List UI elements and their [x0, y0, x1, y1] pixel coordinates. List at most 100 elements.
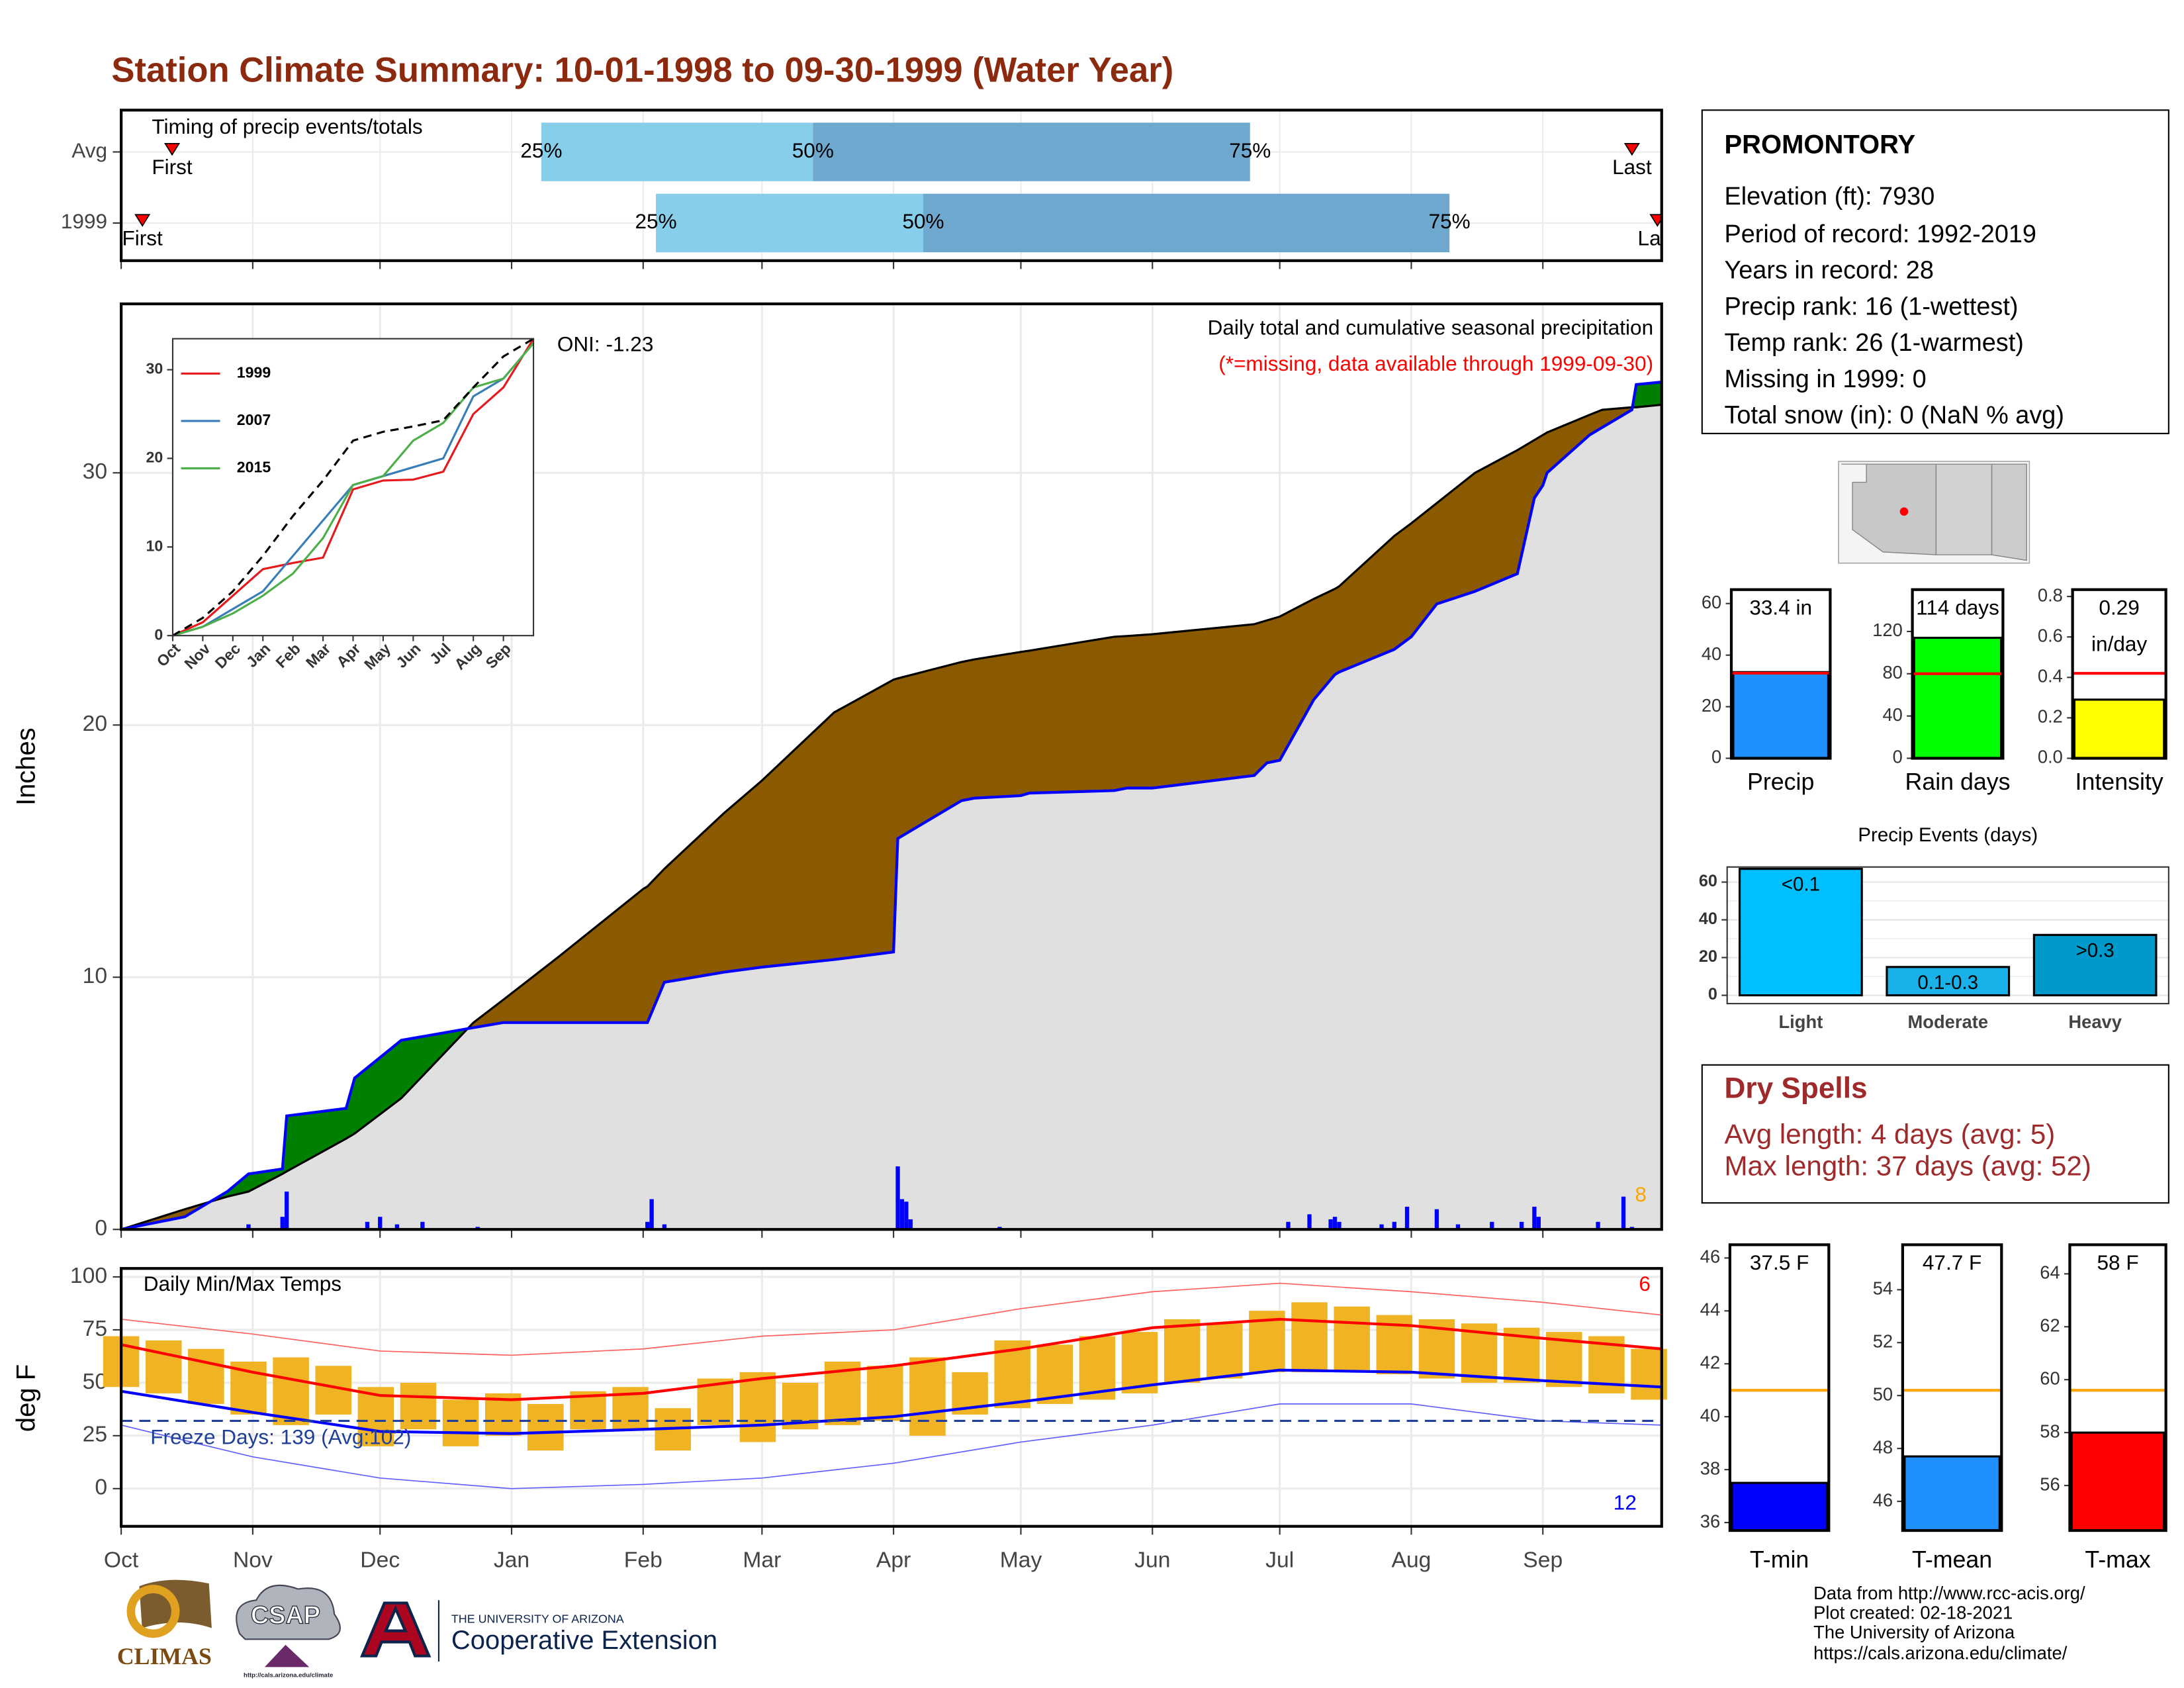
y-tick-label: 38 [1700, 1458, 1720, 1478]
value-label: 47.7 F [1923, 1250, 1981, 1274]
y-tick-label: 0 [95, 1476, 107, 1500]
x-tick-label: Mar [743, 1548, 781, 1572]
station-line: Elevation (ft): 7930 [1724, 183, 1934, 211]
daily-bar [1392, 1221, 1396, 1230]
y-tick-label: 0.8 [2038, 585, 2063, 605]
frame [1729, 588, 1832, 760]
y-tick-label: 0.2 [2038, 706, 2063, 727]
temp-range-bar [1036, 1344, 1073, 1404]
logo-shape [236, 1584, 341, 1640]
value-label: 114 days [1916, 596, 1999, 620]
bin-label: 0.1-0.3 [1917, 972, 1978, 994]
event-marker [134, 214, 151, 227]
y-tick-label: 44 [1700, 1299, 1720, 1320]
temp-range-bar [442, 1399, 479, 1446]
temp-range-bar [527, 1403, 564, 1451]
temp-range-bar [273, 1357, 309, 1425]
record-line [120, 1403, 1662, 1489]
y-tick-label: 60 [2040, 1368, 2060, 1388]
y-tick-label: 60 [1702, 592, 1721, 612]
annotation: ONI: -1.23 [557, 332, 654, 356]
y-tick-label: 54 [1873, 1278, 1893, 1299]
temp-range-bar [188, 1348, 224, 1404]
annotation: Freeze Days: 139 (Avg:102) [150, 1425, 411, 1448]
daily-bar [1379, 1224, 1384, 1230]
panel-title: Daily Min/Max Temps [144, 1272, 341, 1295]
y-tick-label: 0 [95, 1216, 107, 1241]
daily-bar [1286, 1221, 1291, 1230]
daily-bar [285, 1192, 289, 1230]
station-name: PROMONTORY [1724, 130, 1915, 160]
station-line: Period of record: 1992-2019 [1724, 220, 2036, 248]
annotation: Daily total and cumulative seasonal prec… [1208, 315, 1654, 339]
y-tick-label: 42 [1700, 1352, 1720, 1372]
y-tick-label: 100 [70, 1264, 107, 1288]
daily-bar [1490, 1221, 1494, 1230]
x-tick-label: Jan [494, 1548, 529, 1572]
legend-label: 2007 [237, 411, 271, 428]
y-tick-label: 10 [83, 964, 107, 988]
frame [1901, 1243, 2003, 1532]
y-tick-label: 48 [1873, 1436, 1893, 1457]
station-line: Years in record: 28 [1724, 257, 1933, 285]
y-tick-label: 75 [83, 1317, 107, 1341]
logo-text: Cooperative Extension [451, 1626, 717, 1655]
y-tick-label: 60 [1699, 872, 1717, 890]
credit-line: https://cals.arizona.edu/climate/ [1813, 1643, 2068, 1664]
csap-logo: CSAP http://cals.arizona.edu/climate [236, 1584, 341, 1679]
daily-bar [280, 1217, 285, 1230]
map-state [1991, 463, 2027, 561]
daily-bar [1520, 1221, 1524, 1230]
frame [1911, 588, 2005, 760]
frame [1728, 1243, 1831, 1532]
record-line [121, 1282, 1662, 1356]
x-tick-label: Aug [1391, 1548, 1431, 1572]
daily-bar [1307, 1214, 1312, 1230]
y-tick-label: 10 [146, 537, 163, 554]
daily-bar [1434, 1209, 1439, 1230]
inset-line [172, 338, 534, 637]
inset-frame [171, 338, 535, 637]
station-line: Missing in 1999: 0 [1724, 365, 1926, 393]
credit-line: The University of Arizona [1813, 1622, 2015, 1642]
temp-range-bar [400, 1382, 437, 1430]
temp-range-bar [909, 1357, 946, 1436]
y-tick-label: 52 [1873, 1331, 1893, 1352]
category-label: Intensity [2075, 769, 2163, 795]
station-line: Precip rank: 16 (1-wettest) [1724, 293, 2018, 320]
dry-spells-box [1701, 1064, 2169, 1204]
ua-logo: THE UNIVERSITY OF ARIZONA Cooperative Ex… [360, 1600, 717, 1662]
y-tick-label: 0 [1708, 985, 1717, 1004]
daily-bar [1404, 1206, 1410, 1230]
marker-label: First [122, 226, 163, 250]
quartile-bar [923, 193, 1450, 253]
daily-bar [649, 1199, 654, 1230]
station-dot [1899, 507, 1909, 516]
marker-label: 25% [635, 209, 676, 233]
season-line [120, 381, 1662, 1231]
daily-bar [246, 1224, 251, 1230]
y-axis-label: deg F [12, 1364, 41, 1432]
bar [1886, 966, 2011, 997]
y-tick-label: 36 [1700, 1511, 1720, 1531]
frame [2068, 1243, 2167, 1532]
daily-bar [899, 1199, 905, 1230]
y-tick-label: 50 [1873, 1383, 1893, 1404]
category-label: Heavy [2068, 1011, 2122, 1032]
y-tick-label: 0.0 [2038, 747, 2063, 767]
bar [1913, 636, 2003, 760]
event-marker [1623, 143, 1640, 156]
temp-range-bar [145, 1340, 182, 1393]
temp-range-bar [1334, 1306, 1370, 1370]
marker-label: First [152, 155, 193, 179]
dry-spells-line: Max length: 37 days (avg: 52) [1724, 1150, 2091, 1182]
legend-label: 2015 [237, 459, 271, 476]
bar [1731, 1481, 1828, 1532]
logo-text: CLIMAS [117, 1643, 212, 1669]
bin-label: <0.1 [1782, 874, 1820, 896]
x-tick-label: Oct [104, 1548, 139, 1572]
station-line: Temp rank: 26 (1-warmest) [1724, 329, 2023, 357]
y-tick-label: 64 [2040, 1262, 2060, 1283]
y-tick-label: 40 [1702, 643, 1721, 664]
daily-bar [645, 1221, 650, 1230]
